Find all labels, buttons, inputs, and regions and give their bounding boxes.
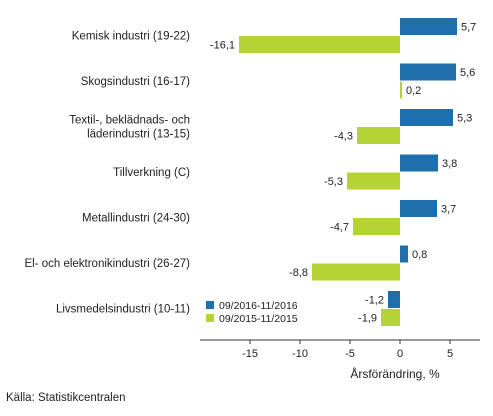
bar-chart: Kemisk industri (19-22) Skogsindustri (16… (24, 18, 480, 381)
data-label: -16,1 (210, 40, 235, 52)
data-label: 0,8 (412, 249, 427, 261)
x-tick-label: -15 (242, 348, 258, 360)
bar-series-2016 (388, 291, 400, 308)
legend-label: 09/2015-11/2015 (219, 313, 298, 325)
bar-series-2016 (400, 200, 437, 217)
bar-series-2015 (312, 263, 400, 281)
category-label: Livsmedelsindustri (10-11) (56, 304, 190, 316)
bar-series-2016 (400, 245, 408, 263)
bar-series-2015 (239, 36, 400, 53)
source-note: Källa: Statistikcentralen (6, 392, 126, 404)
data-label: 5,7 (461, 22, 476, 34)
x-axis-label: Årsförändring, % (350, 366, 440, 381)
bar-series-2015 (400, 81, 402, 99)
data-label: 0,2 (406, 85, 421, 97)
value-labels: 5,7 -16,1 5,6 0,2 5,3 -4,3 3,8 -5,3 3,7 -4,7 0,8 -8… (210, 22, 476, 325)
data-label: 3,7 (441, 204, 456, 216)
data-label: -1,2 (365, 295, 384, 307)
data-label: -5,3 (324, 176, 343, 188)
category-label: Tillverkning (C) (113, 167, 190, 179)
bar-series-2015 (353, 218, 400, 235)
legend-swatch (206, 301, 214, 309)
bar-series-2016 (400, 154, 438, 172)
data-label: -1,9 (358, 313, 377, 325)
bar-series-2016 (400, 18, 457, 35)
category-labels: Kemisk industri (19-22) Skogsindustri (16… (24, 31, 190, 316)
data-label: 5,3 (457, 113, 472, 125)
bar-series-2015 (381, 309, 400, 326)
bars (239, 18, 457, 326)
data-label: 5,6 (460, 67, 475, 79)
category-label: Skogsindustri (16-17) (81, 76, 190, 88)
bar-series-2016 (400, 63, 456, 81)
category-label: Metallindustri (24-30) (82, 213, 190, 225)
x-axis-ticks: -15 -10 -5 0 5 (242, 340, 453, 360)
x-tick-label: 5 (447, 348, 453, 360)
bar-series-2015 (357, 127, 400, 144)
bar-series-2016 (400, 109, 453, 126)
data-label: -4,3 (334, 131, 353, 143)
legend-swatch (206, 314, 214, 322)
bar-series-2015 (347, 172, 400, 190)
x-tick-label: -5 (345, 348, 355, 360)
category-label: Textil-, beklädnads- och läderindustri (1… (69, 115, 190, 141)
category-label: Kemisk industri (19-22) (72, 31, 190, 43)
x-tick-label: -10 (292, 348, 308, 360)
data-label: -4,7 (330, 222, 349, 234)
data-label: 3,8 (442, 158, 457, 170)
data-label: -8,8 (289, 267, 308, 279)
category-label: El- och elektronikindustri (26-27) (24, 258, 190, 270)
x-tick-label: 0 (397, 348, 403, 360)
legend-label: 09/2016-11/2016 (219, 300, 298, 312)
